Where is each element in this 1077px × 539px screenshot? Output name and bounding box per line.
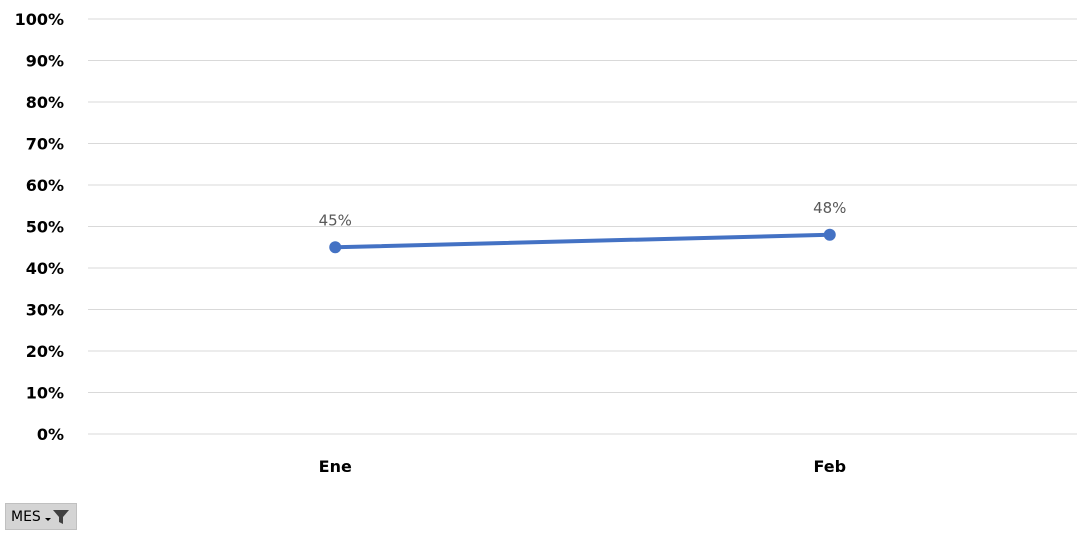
y-tick-label: 60%: [26, 176, 64, 195]
data-point: [329, 241, 342, 254]
filter-label: MES: [11, 508, 41, 525]
line-chart: 0% 10% 20% 30% 40% 50% 60% 70% 80% 90% 100% Ene Feb…: [15, 10, 1077, 476]
funnel-icon: [52, 509, 69, 524]
y-tick-label: 10%: [26, 384, 64, 403]
y-tick-label: 40%: [26, 259, 64, 278]
mes-filter-button[interactable]: MES: [5, 503, 77, 530]
x-axis-ticks: Ene Feb: [319, 457, 846, 476]
y-tick-label: 100%: [15, 10, 64, 29]
y-axis-ticks: 0% 10% 20% 30% 40% 50% 60% 70% 80% 90% 100%: [15, 10, 64, 444]
data-point: [823, 228, 836, 241]
series: [329, 228, 836, 254]
data-label: 48%: [813, 199, 846, 217]
x-tick-label: Ene: [319, 457, 352, 476]
y-tick-label: 30%: [26, 301, 64, 320]
data-labels: 45% 48%: [319, 199, 847, 229]
y-tick-label: 0%: [37, 425, 64, 444]
filter-icons: [44, 508, 70, 526]
y-tick-label: 50%: [26, 218, 64, 237]
x-tick-label: Feb: [813, 457, 846, 476]
dropdown-arrow-icon: [44, 517, 51, 521]
y-tick-label: 70%: [26, 135, 64, 154]
y-tick-label: 90%: [26, 52, 64, 71]
gridlines: [88, 18, 1077, 435]
series-line: [333, 232, 832, 250]
y-tick-label: 80%: [26, 93, 64, 112]
y-tick-label: 20%: [26, 342, 64, 361]
data-label: 45%: [319, 211, 352, 229]
